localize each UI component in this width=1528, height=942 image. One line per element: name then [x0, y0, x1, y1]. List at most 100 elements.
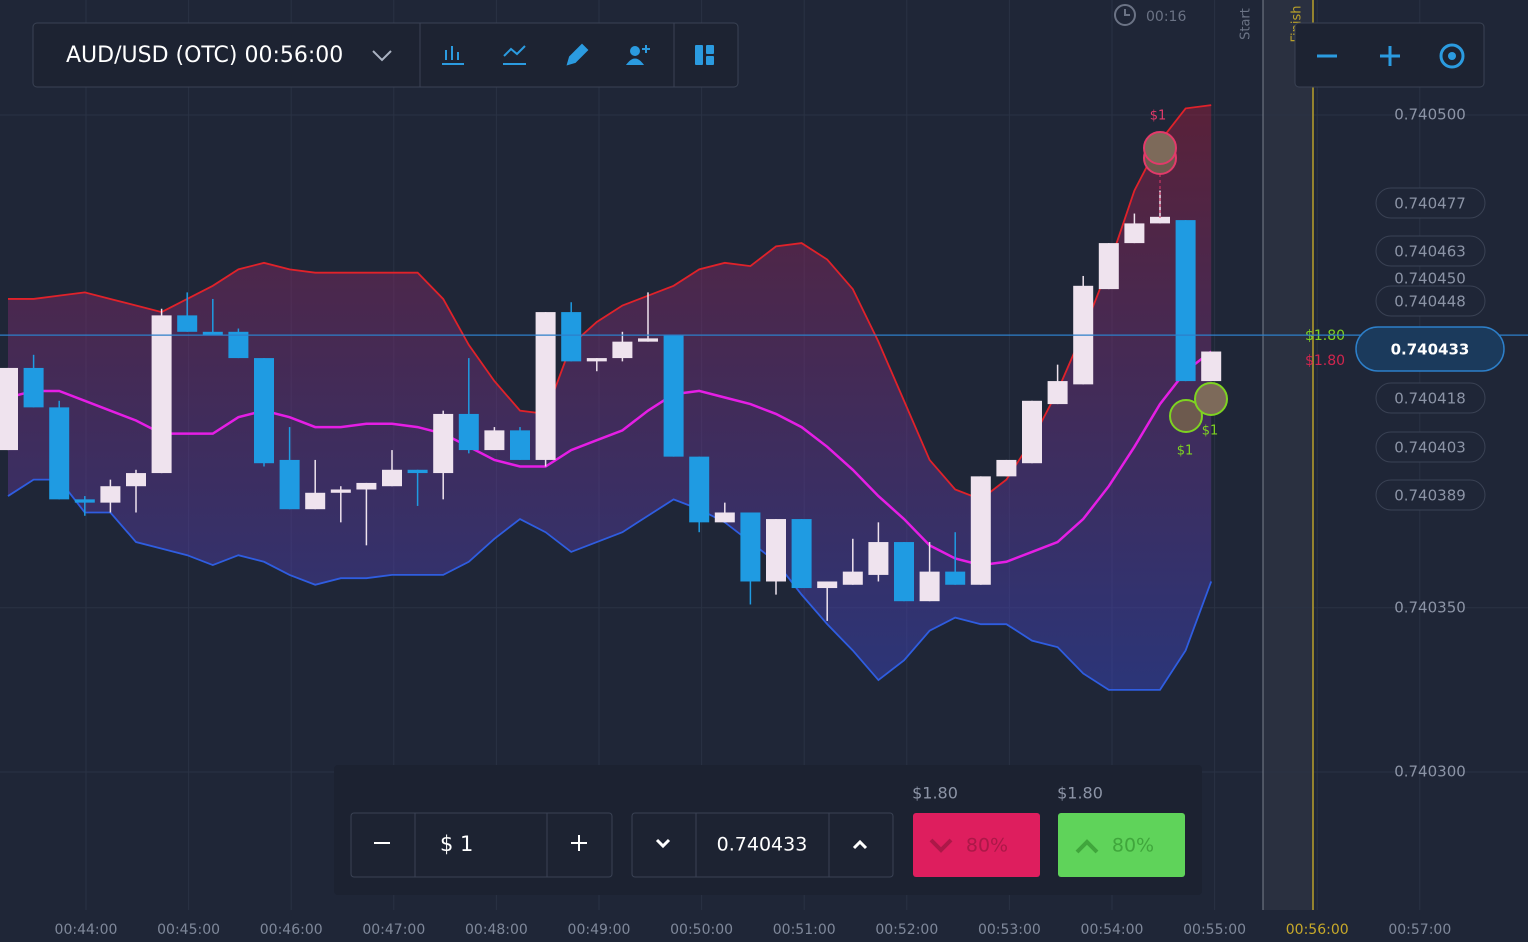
call-line-label: $1.80	[1305, 328, 1345, 344]
x-tick-label: 00:49:00	[568, 922, 631, 938]
call-percent: 80%	[1112, 835, 1154, 857]
candle-body	[126, 473, 146, 487]
x-tick-label: 00:47:00	[362, 922, 425, 938]
candle-body	[740, 512, 761, 582]
social-icon[interactable]	[630, 46, 640, 56]
layout-icon[interactable]	[695, 45, 703, 65]
candle-body	[714, 512, 735, 523]
trade-amount: $1	[1177, 444, 1194, 459]
candle-body	[1124, 223, 1145, 244]
timer-hands	[1124, 9, 1130, 16]
current-price-label: 0.740433	[1391, 341, 1470, 359]
x-tick-label: 00:53:00	[978, 922, 1041, 938]
x-tick-label: 00:45:00	[157, 922, 220, 938]
x-tick-label: 00:50:00	[670, 922, 733, 938]
price-badge-label: 0.740389	[1394, 487, 1466, 505]
amount-input[interactable]: $ 1	[440, 832, 473, 856]
x-tick-label: 00:48:00	[465, 922, 528, 938]
trade-amount: $1	[1150, 109, 1167, 124]
candle-body	[561, 312, 582, 362]
put-payout: $1.80	[912, 784, 958, 803]
candle-body	[638, 338, 658, 342]
put-button[interactable]	[913, 813, 1040, 877]
zoom-reset-dot	[1448, 52, 1456, 60]
call-icon	[1075, 839, 1099, 854]
candle-body	[23, 367, 44, 408]
price-increase[interactable]	[852, 839, 868, 850]
chart-type-icon[interactable]	[442, 46, 464, 65]
candle-body	[1201, 351, 1222, 382]
price-badge-label: 0.740477	[1394, 195, 1466, 213]
candle-body	[945, 571, 966, 585]
zoom-reset[interactable]	[1439, 43, 1465, 69]
candle-body	[868, 542, 889, 575]
candle-body	[689, 456, 710, 523]
trade-marker[interactable]	[1143, 131, 1177, 165]
price-badge	[1375, 431, 1486, 463]
candle-body	[766, 519, 786, 582]
candle-body	[202, 331, 223, 336]
expiry-zone	[1263, 0, 1313, 910]
candle-body	[586, 358, 607, 362]
amount-increase[interactable]	[571, 835, 587, 851]
candle-body	[1022, 400, 1042, 464]
candle-body	[279, 459, 300, 510]
candle-body	[177, 315, 198, 332]
zoom-in[interactable]	[1380, 46, 1400, 66]
x-tick-label: 00:57:00	[1388, 922, 1451, 938]
candle-body	[1175, 220, 1196, 382]
price-input[interactable]: 0.740433	[717, 834, 808, 856]
candle-body	[510, 430, 530, 460]
price-badge	[1375, 285, 1486, 317]
candle-body	[791, 519, 812, 589]
indicators-icon[interactable]	[503, 45, 526, 65]
x-tick-label: 00:51:00	[773, 922, 836, 938]
candles	[0, 190, 1222, 621]
y-tick-label: 0.740350	[1394, 598, 1466, 616]
candle-body	[996, 459, 1017, 477]
trade-marker[interactable]	[1169, 399, 1203, 433]
candle-body	[1150, 216, 1170, 224]
x-tick-label: 00:56:00	[1286, 922, 1349, 938]
x-tick-label: 00:52:00	[875, 922, 938, 938]
dropdown-icon[interactable]	[372, 50, 392, 62]
candle-body	[842, 571, 863, 585]
candle-body	[407, 469, 428, 474]
x-tick-label: 00:44:00	[55, 922, 118, 938]
trade-markers: $1 $1 $1	[1143, 109, 1228, 459]
middle-band	[7, 350, 1212, 567]
drawing-icon[interactable]	[566, 43, 589, 66]
trade-panel: $ 1 0.740433 $1.80 80% $1.80 80%	[334, 765, 1202, 895]
candle-body	[1098, 243, 1119, 290]
candle-body	[484, 430, 505, 451]
y-tick-label: 0.740500	[1394, 105, 1466, 123]
candle-body	[1047, 381, 1068, 405]
price-decrease[interactable]	[655, 838, 671, 849]
social-icon-body	[625, 45, 650, 65]
amount-box	[350, 812, 613, 878]
layout-icon-part	[706, 56, 714, 65]
call-button[interactable]	[1058, 813, 1185, 877]
price-badge-label: 0.740463	[1394, 243, 1466, 261]
candle-body	[49, 407, 70, 500]
price-badge-label: 0.740450	[1394, 270, 1466, 288]
candle-body	[228, 331, 249, 359]
trade-marker[interactable]	[1194, 382, 1228, 416]
x-tick-label: 00:54:00	[1081, 922, 1144, 938]
candle-body	[0, 367, 18, 451]
put-line-label: $1.80	[1305, 353, 1345, 369]
asset-selector[interactable]: AUD/USD (OTC) 00:56:00	[66, 43, 343, 68]
lower-band	[7, 478, 1213, 691]
put-icon	[929, 838, 953, 853]
price-badge	[1375, 235, 1486, 267]
candle-body	[382, 469, 402, 487]
candle-body	[894, 542, 914, 602]
candle-body	[356, 482, 377, 490]
start-label: Start	[1239, 8, 1254, 40]
candle-body	[151, 315, 172, 474]
price-badge	[1375, 187, 1486, 219]
candle-body	[663, 335, 684, 457]
price-box	[631, 812, 894, 878]
candle-body	[458, 413, 479, 451]
